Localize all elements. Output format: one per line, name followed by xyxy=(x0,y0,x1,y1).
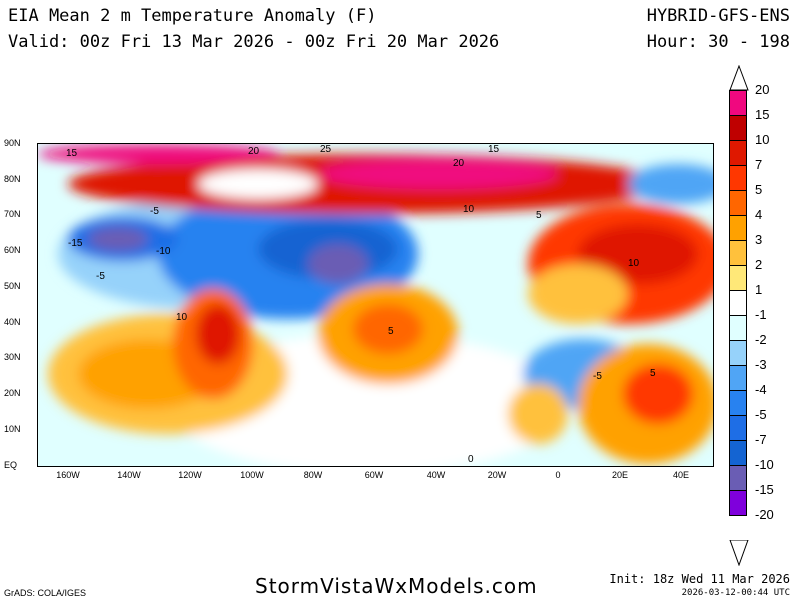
colorbar-bin xyxy=(729,216,747,241)
lat-label: 90N xyxy=(4,138,21,148)
contour-label: -15 xyxy=(68,238,83,249)
grads-credit: GrADS: COLA/IGES xyxy=(4,588,87,598)
colorbar-bin xyxy=(729,266,747,291)
lat-label: 70N xyxy=(4,209,21,219)
lat-label: EQ xyxy=(4,460,18,470)
colorbar-bin xyxy=(729,441,747,466)
lon-label: 40E xyxy=(672,470,690,480)
colorbar-bin xyxy=(729,366,747,391)
init-time: Init: 18z Wed 11 Mar 2026 xyxy=(609,572,790,586)
lon-label: 40W xyxy=(426,470,446,480)
colorbar-bin xyxy=(729,341,747,366)
lon-label: 60W xyxy=(364,470,384,480)
contour-label: 5 xyxy=(388,326,394,337)
contour-label: 5 xyxy=(650,368,656,379)
contour-label: 10 xyxy=(463,204,475,215)
colorbar-bin xyxy=(729,316,747,341)
lon-label: 140W xyxy=(117,470,141,480)
colorbar-label: -1 xyxy=(755,307,767,322)
colorbar-label: 3 xyxy=(755,232,763,247)
colorbar-label: 5 xyxy=(755,182,763,197)
timestamp: 2026-03-12-00:44 UTC xyxy=(681,588,790,598)
lon-label: 80W xyxy=(303,470,323,480)
colorbar-label: 2 xyxy=(755,257,763,272)
contour-label: 5 xyxy=(536,210,542,221)
contour-label: 25 xyxy=(320,144,332,155)
colorbar-label: -15 xyxy=(755,482,774,497)
contour-label: 10 xyxy=(628,258,640,269)
colorbar-label: 7 xyxy=(755,157,763,172)
valid-period: Valid: 00z Fri 13 Mar 2026 - 00z Fri 20 … xyxy=(8,32,500,52)
lon-label: 120W xyxy=(178,470,202,480)
colorbar-bin xyxy=(729,466,747,491)
contour-label: -5 xyxy=(150,206,159,217)
colorbar-bottom-arrow xyxy=(729,540,749,566)
contour-label: 20 xyxy=(453,158,465,169)
colorbar-label: -2 xyxy=(755,332,767,347)
contour-label: -5 xyxy=(593,371,602,382)
colorbar-bin xyxy=(729,141,747,166)
lat-label: 60N xyxy=(4,245,21,255)
colorbar-label: -10 xyxy=(755,457,774,472)
colorbar-label: 4 xyxy=(755,207,763,222)
anomaly-field: 15 20 25 20 15 10 5 -5 -10 -15 -5 10 5 0… xyxy=(38,144,713,466)
colorbar-bin xyxy=(729,191,747,216)
contour-label: -10 xyxy=(156,246,171,257)
colorbar-label: -7 xyxy=(755,432,767,447)
lon-label: 20E xyxy=(611,470,629,480)
lon-label: 100W xyxy=(240,470,264,480)
model-name: HYBRID-GFS-ENS xyxy=(646,6,790,26)
contour-label: 10 xyxy=(176,312,188,323)
contour-label: -5 xyxy=(96,271,105,282)
lon-label: 160W xyxy=(56,470,80,480)
colorbar-label: 15 xyxy=(755,107,770,122)
anomaly-map: 15 20 25 20 15 10 5 -5 -10 -15 -5 10 5 0… xyxy=(37,143,714,467)
colorbar-bin xyxy=(729,90,747,116)
site-name: StormVistaWxModels.com xyxy=(255,574,538,598)
colorbar-label: 1 xyxy=(755,282,763,297)
lon-label: 20W xyxy=(487,470,507,480)
forecast-hour: Hour: 30 - 198 xyxy=(646,32,790,52)
lat-label: 50N xyxy=(4,281,21,291)
colorbar-label: -3 xyxy=(755,357,767,372)
contour-label: 20 xyxy=(248,146,260,157)
colorbar-label: 20 xyxy=(755,82,770,97)
colorbar xyxy=(729,90,747,516)
map-title: EIA Mean 2 m Temperature Anomaly (F) xyxy=(8,6,377,26)
lat-label: 10N xyxy=(4,424,21,434)
lat-label: 20N xyxy=(4,388,21,398)
contour-label: 0 xyxy=(468,454,474,465)
colorbar-bin xyxy=(729,416,747,441)
colorbar-bin xyxy=(729,391,747,416)
colorbar-top-arrow xyxy=(729,65,749,91)
colorbar-bin xyxy=(729,291,747,316)
colorbar-bin xyxy=(729,491,747,516)
contour-label: 15 xyxy=(66,148,78,159)
colorbar-label: -20 xyxy=(755,507,774,522)
colorbar-label: -4 xyxy=(755,382,767,397)
lon-label: 0 xyxy=(555,470,561,480)
colorbar-label: 10 xyxy=(755,132,770,147)
colorbar-bin xyxy=(729,166,747,191)
colorbar-bin xyxy=(729,116,747,141)
contour-labels: 15 20 25 20 15 10 5 -5 -10 -15 -5 10 5 0… xyxy=(66,144,656,465)
contour-label: 15 xyxy=(488,144,500,155)
colorbar-bin xyxy=(729,241,747,266)
lat-label: 30N xyxy=(4,352,21,362)
colorbar-label: -5 xyxy=(755,407,767,422)
lat-label: 80N xyxy=(4,174,21,184)
lat-label: 40N xyxy=(4,317,21,327)
